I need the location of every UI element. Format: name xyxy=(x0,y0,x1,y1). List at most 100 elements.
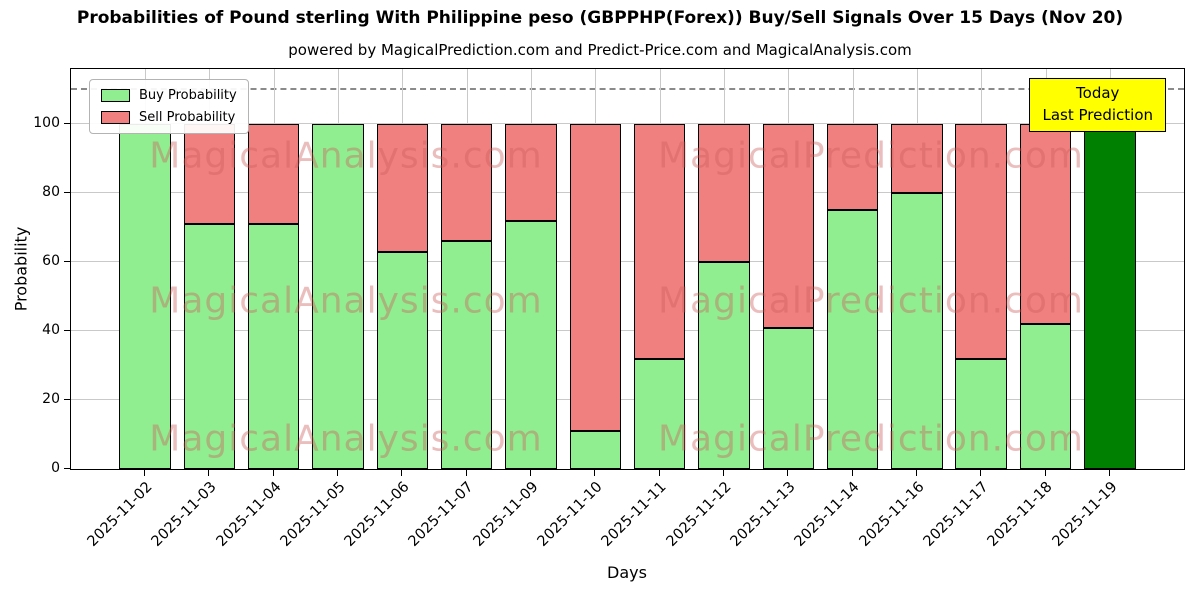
bar-buy-segment xyxy=(119,124,171,469)
legend-label: Buy Probability xyxy=(139,88,237,103)
legend: Buy Probability Sell Probability xyxy=(89,79,249,134)
bar-sell-segment xyxy=(633,124,686,359)
x-tick-label: 2025-11-14 xyxy=(791,479,863,550)
bar-buy-segment xyxy=(183,224,236,469)
x-axis-label: Days xyxy=(607,563,647,582)
bar-sell-segment xyxy=(248,124,300,225)
x-tick-label: 2025-11-17 xyxy=(920,479,992,550)
x-tick-mark xyxy=(208,470,210,476)
legend-swatch-buy xyxy=(101,89,130,102)
x-tick-label: 2025-11-05 xyxy=(277,479,349,550)
bar-sell-segment xyxy=(762,124,814,328)
chart-subtitle: powered by MagicalPrediction.com and Pre… xyxy=(288,41,912,59)
gridline-horizontal xyxy=(71,399,1184,401)
legend-entry: Buy Probability xyxy=(101,88,237,103)
y-tick-label: 60 xyxy=(42,253,60,270)
x-tick-mark xyxy=(401,470,403,476)
bar-buy-segment xyxy=(569,431,622,469)
legend-swatch-sell xyxy=(101,111,130,124)
y-tick-mark xyxy=(64,261,70,263)
bar-buy-segment xyxy=(440,241,493,469)
x-tick-label: 2025-11-12 xyxy=(663,479,735,550)
dashed-threshold-line xyxy=(71,87,1184,90)
bar-sell-segment xyxy=(569,124,622,432)
watermark-text: MagicalAnalysis.com xyxy=(149,280,543,322)
y-tick-label: 80 xyxy=(42,184,60,201)
today-annotation-line2: Last Prediction xyxy=(1042,105,1153,124)
watermark-text: MagicalPrediction.com xyxy=(658,418,1084,460)
x-tick-label: 2025-11-13 xyxy=(727,479,799,550)
bar-sell-segment xyxy=(826,124,879,211)
x-tick-mark xyxy=(594,470,596,476)
y-tick-mark xyxy=(64,123,70,125)
bar-buy-segment xyxy=(891,193,943,469)
x-tick-mark xyxy=(1108,470,1110,476)
chart-title: Probabilities of Pound sterling With Phi… xyxy=(76,8,1124,28)
x-tick-label: 2025-11-06 xyxy=(341,479,413,550)
x-tick-mark xyxy=(1044,470,1046,476)
y-tick-mark xyxy=(64,468,70,469)
watermark-text: MagicalPrediction.com xyxy=(658,280,1084,322)
today-annotation-line1: Today xyxy=(1076,84,1120,102)
bar-buy-segment xyxy=(312,124,364,469)
x-tick-mark xyxy=(787,470,789,476)
bar-sell-segment xyxy=(891,124,943,194)
gridline-horizontal xyxy=(71,330,1184,332)
gridline-horizontal xyxy=(71,261,1184,263)
x-tick-mark xyxy=(530,470,532,476)
legend-label: Sell Probability xyxy=(139,110,236,125)
x-tick-label: 2025-11-18 xyxy=(984,479,1056,550)
bar-buy-segment xyxy=(698,262,750,469)
x-axis-ticks: 2025-11-02 2025-11-03 2025-11-04 2025-11-05… xyxy=(70,479,1185,574)
y-tick-label: 0 xyxy=(51,460,60,476)
x-tick-label: 2025-11-16 xyxy=(856,479,928,550)
y-tick-label: 40 xyxy=(42,322,60,339)
y-tick-mark xyxy=(64,192,70,194)
bar-buy-segment xyxy=(762,327,814,469)
watermark-text: MagicalPrediction.com xyxy=(658,135,1084,177)
y-tick-mark xyxy=(64,399,70,401)
x-tick-mark xyxy=(722,470,724,476)
bar-sell-segment xyxy=(1019,124,1072,325)
x-tick-mark xyxy=(337,470,339,476)
bar-sell-segment xyxy=(505,124,557,221)
bar-sell-segment xyxy=(183,124,236,225)
bar-sell-segment xyxy=(376,124,429,252)
today-annotation: Today Last Prediction xyxy=(1029,78,1166,132)
x-tick-label: 2025-11-11 xyxy=(599,479,670,550)
x-tick-mark xyxy=(465,470,467,476)
bar-buy-segment xyxy=(1019,324,1072,469)
bar-buy-segment xyxy=(826,210,879,469)
x-tick-mark xyxy=(915,470,917,476)
legend-entry: Sell Probability xyxy=(101,110,237,125)
x-tick-label: 2025-11-04 xyxy=(213,479,285,550)
y-tick-label: 100 xyxy=(33,115,60,132)
x-tick-mark xyxy=(272,470,274,476)
bar-sell-segment xyxy=(955,124,1007,359)
bar-buy-segment xyxy=(633,358,686,469)
y-tick-label: 20 xyxy=(42,391,60,408)
watermark-text: MagicalAnalysis.com xyxy=(149,135,543,177)
x-tick-label: 2025-11-19 xyxy=(1049,479,1121,550)
bar-buy-segment xyxy=(248,224,300,469)
x-tick-mark xyxy=(851,470,853,476)
gridline-horizontal xyxy=(71,192,1184,194)
x-tick-label: 2025-11-09 xyxy=(470,479,542,550)
x-tick-mark xyxy=(980,470,982,476)
x-tick-label: 2025-11-10 xyxy=(534,479,606,550)
bar-sell-segment xyxy=(440,124,493,242)
bar-buy-segment xyxy=(376,251,429,469)
x-tick-mark xyxy=(144,470,146,476)
bar-sell-segment xyxy=(698,124,750,263)
x-tick-label: 2025-11-02 xyxy=(84,479,156,550)
watermark-text: MagicalAnalysis.com xyxy=(149,418,543,460)
plot-area: Buy Probability Sell Probability Today La… xyxy=(70,68,1185,470)
bar-today xyxy=(1084,89,1136,469)
y-tick-mark xyxy=(64,330,70,332)
x-tick-label: 2025-11-07 xyxy=(406,479,478,550)
x-tick-mark xyxy=(658,470,660,476)
bar-buy-segment xyxy=(505,220,557,469)
gridline-horizontal xyxy=(71,123,1184,125)
bar-buy-segment xyxy=(955,358,1007,469)
